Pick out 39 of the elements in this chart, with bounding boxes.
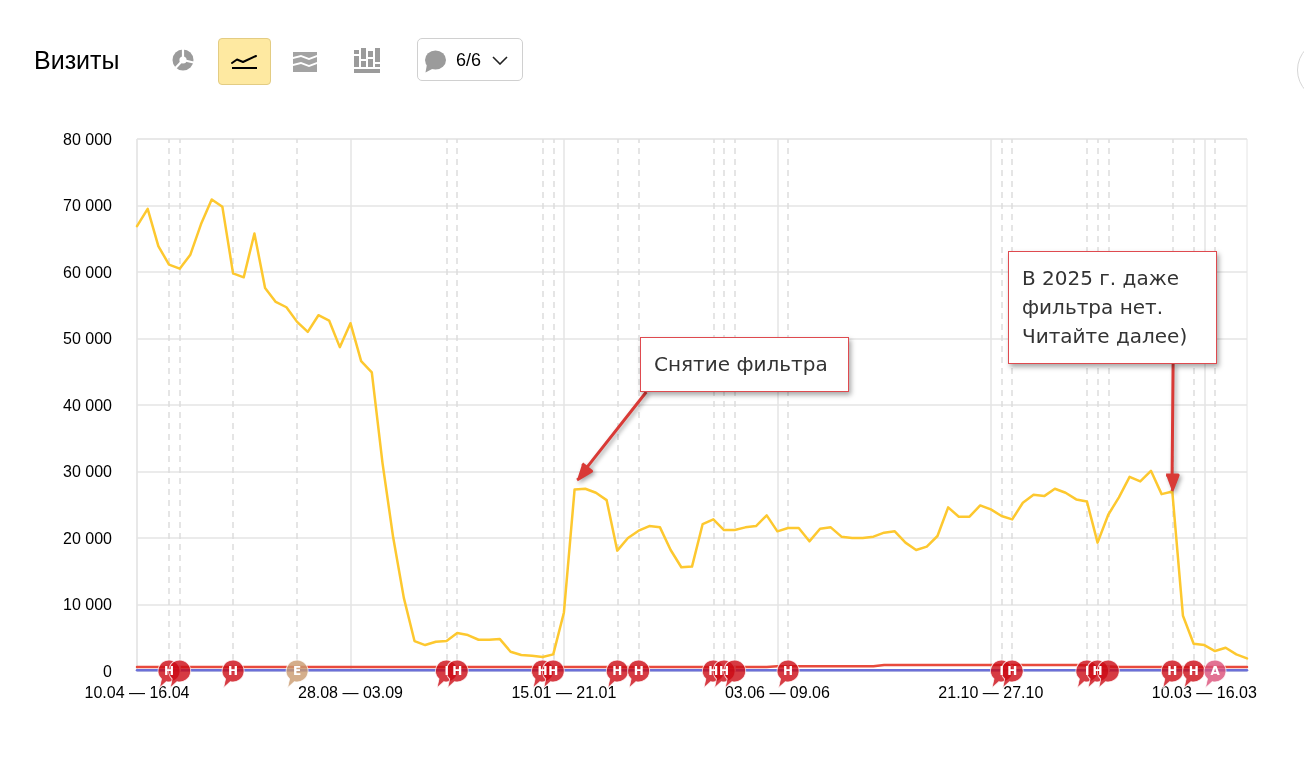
x-tick-label: 21.10 — 27.10 — [938, 683, 1044, 701]
x-tick-label: 10.04 — 16.04 — [84, 683, 190, 701]
ref-line-label: E — [293, 664, 302, 678]
ref-line-label: H — [719, 664, 730, 678]
ref-line-label: A — [1210, 664, 1220, 678]
ref-line-label: H — [1092, 664, 1103, 678]
ref-line-label: H — [228, 664, 239, 678]
x-tick-label: 28.08 — 03.09 — [297, 683, 404, 701]
y-tick-label: 30 000 — [63, 463, 113, 480]
x-tick-label: 15.01 — 21.01 — [511, 683, 617, 701]
ref-line-label: H — [1167, 664, 1178, 678]
ref-line-label: H — [452, 664, 463, 678]
y-tick-label: 0 — [103, 662, 113, 680]
ref-line-label: H — [783, 664, 794, 678]
x-tick-label: 10.03 — 16.03 — [1151, 683, 1257, 701]
dropdown-button: 6/6 — [417, 38, 523, 81]
x-tick-label: 03.06 — 09.06 — [724, 683, 830, 701]
annotation: Снятие фильтра — [640, 337, 849, 392]
y-tick-label: 10 000 — [63, 596, 113, 613]
ref-line-label: H — [612, 664, 623, 678]
y-tick-label: 20 000 — [63, 529, 113, 547]
line-series — [135, 198, 1249, 660]
y-tick-label: 80 000 — [63, 130, 113, 148]
ref-line-label: H — [164, 664, 175, 678]
annotation: В 2025 г. даже фильтра нет. Читайте далее) — [1008, 251, 1217, 364]
y-tick-label: 60 000 — [63, 263, 113, 281]
ref-line-label: H — [708, 664, 719, 678]
chart-title: Визиты — [34, 45, 120, 75]
ref-line-label: I — [1084, 664, 1090, 678]
ref-line-label: H — [1188, 664, 1199, 678]
y-tick-label: 50 000 — [63, 330, 113, 347]
ref-line-label: I — [444, 664, 449, 678]
ref-line-label: H — [1007, 664, 1018, 678]
ref-line-label: I — [999, 664, 1004, 678]
y-tick-label: 70 000 — [63, 197, 113, 214]
ref-line-label: H — [548, 664, 559, 678]
y-tick-label: 40 000 — [63, 396, 113, 414]
ref-line-label: H — [537, 664, 548, 678]
ref-line-label: H — [633, 664, 644, 678]
